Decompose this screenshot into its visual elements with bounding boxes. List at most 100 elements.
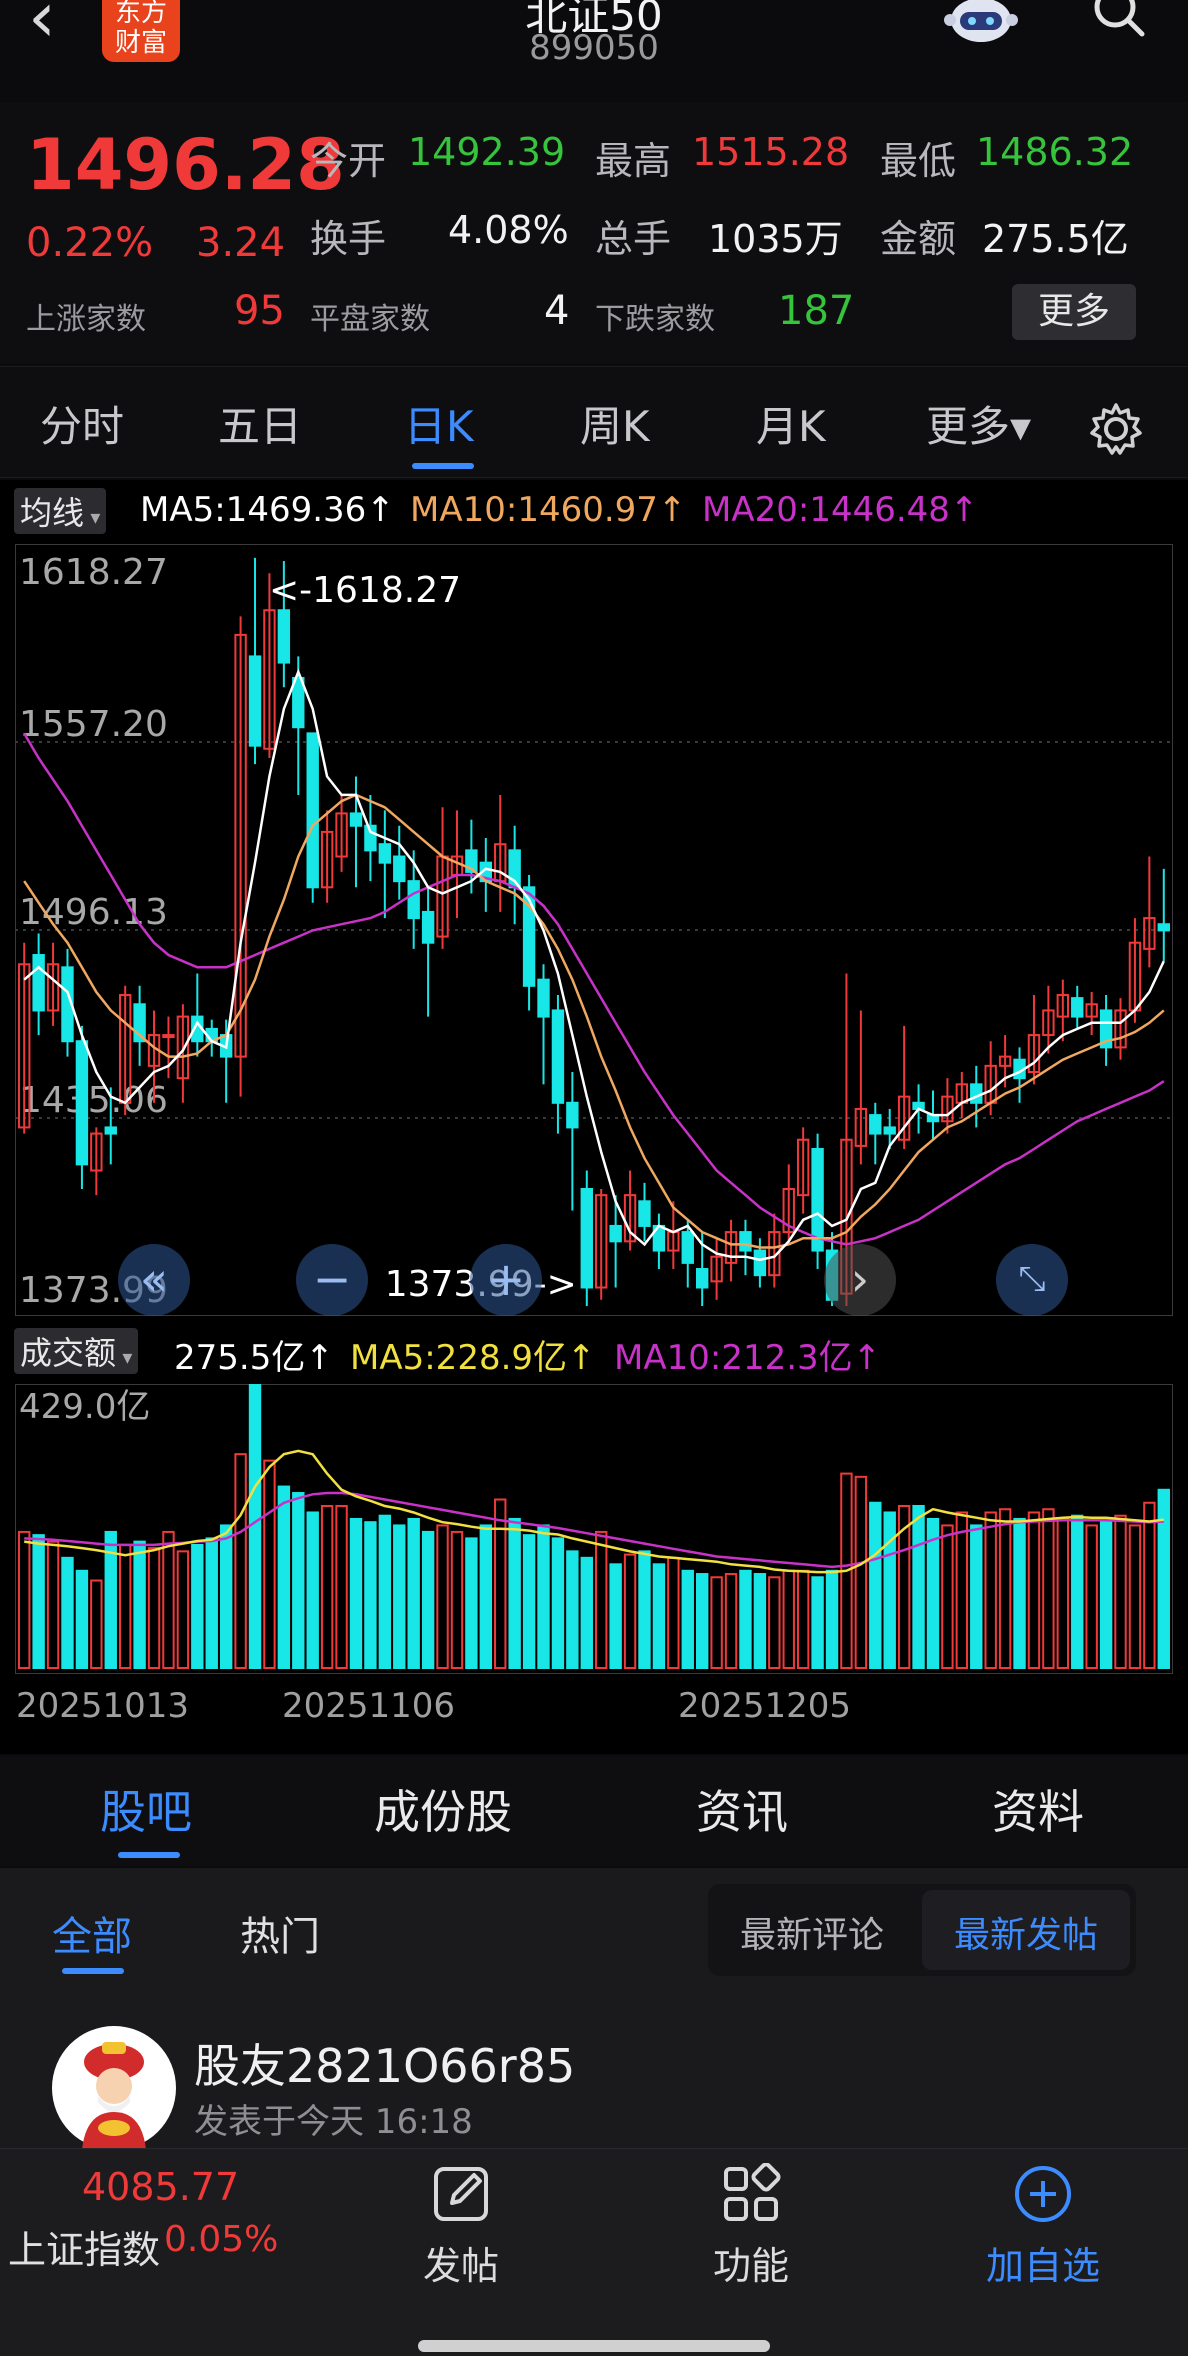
zoom-in-icon[interactable]: + — [470, 1244, 542, 1316]
candle-body — [75, 1040, 89, 1166]
volume-bar — [595, 1530, 608, 1669]
volume-ma10-line — [24, 1491, 1164, 1569]
index-name[interactable]: 上证指数 — [8, 2228, 161, 2272]
candle-body — [248, 655, 262, 747]
tab-weekly-k[interactable]: 周K — [580, 402, 650, 451]
volume-bar — [1027, 1511, 1041, 1669]
filter-hot[interactable]: 热门 — [240, 1914, 320, 1960]
compose-icon[interactable] — [430, 2163, 492, 2225]
candle-body — [1157, 923, 1170, 932]
volume-bar — [652, 1563, 666, 1669]
tab-intraday[interactable]: 分时 — [40, 402, 125, 451]
low-value: 1486.32 — [976, 130, 1134, 174]
volume-bar — [508, 1517, 521, 1669]
volume-bar — [191, 1543, 204, 1669]
price-axis-label: 1618.27 — [19, 552, 168, 593]
tab-monthly-k[interactable]: 月K — [756, 402, 826, 451]
gear-icon[interactable] — [1088, 401, 1144, 457]
max-price-annotation: <-1618.27 — [269, 570, 461, 611]
fortune-god-avatar-icon[interactable] — [52, 2026, 176, 2150]
volume-bar — [955, 1511, 969, 1669]
candle-body — [90, 1132, 103, 1172]
zoom-out-icon[interactable]: − — [296, 1244, 368, 1316]
volume-bar — [926, 1517, 940, 1669]
filter-indicator — [62, 1968, 124, 1974]
quote-panel: 1496.28 0.22% 3.24 今开 1492.39 最高 1515.28… — [0, 102, 1188, 364]
post-item[interactable]: 股友2821O66r85 发表于今天 16:18 — [0, 1990, 1188, 2150]
candle-body — [970, 1083, 983, 1104]
volume-bar — [782, 1569, 795, 1669]
search-icon[interactable] — [1090, 0, 1148, 40]
amount-label: 金额 — [880, 217, 957, 261]
candle-body — [263, 609, 276, 750]
add-circle-icon[interactable] — [1012, 2163, 1074, 2225]
volume-bar — [537, 1524, 550, 1669]
candle-body — [465, 849, 478, 873]
robot-assistant-icon[interactable] — [938, 0, 1024, 44]
candle-body — [46, 963, 60, 1012]
tab-more-periods[interactable]: 更多▾ — [926, 402, 1032, 451]
volume-bar — [1013, 1517, 1026, 1669]
candle-body — [1071, 997, 1084, 1018]
more-quote-button[interactable]: 更多 — [1012, 284, 1136, 340]
index-value[interactable]: 4085.77 — [82, 2165, 240, 2209]
volume-chart[interactable]: 429.0亿 — [15, 1384, 1173, 1674]
fullscreen-icon[interactable]: ⤡ — [996, 1244, 1068, 1316]
candle-body — [18, 963, 31, 1129]
volume-bar — [1056, 1517, 1070, 1669]
candle-body — [162, 1034, 175, 1039]
tab-constituents[interactable]: 成份股 — [374, 1785, 512, 1839]
tab-profile[interactable]: 资料 — [992, 1785, 1084, 1839]
sort-latest-post[interactable]: 最新发帖 — [954, 1915, 1099, 1956]
volume-bar — [133, 1540, 146, 1670]
post-username[interactable]: 股友2821O66r85 — [194, 2039, 576, 2093]
flat-count: 4 — [544, 288, 570, 334]
tab-guba[interactable]: 股吧 — [100, 1785, 192, 1839]
candle-body — [320, 830, 334, 889]
volume-bar — [1042, 1508, 1055, 1669]
next-icon[interactable]: › — [824, 1244, 896, 1316]
volume-bar — [739, 1569, 752, 1669]
ma-selector-label: 均线 — [20, 494, 85, 532]
turnover-label: 换手 — [310, 217, 387, 261]
low-label: 最低 — [880, 139, 957, 183]
volume-bar — [566, 1550, 579, 1669]
volume-bar — [580, 1556, 593, 1669]
chevron-left-icon[interactable]: ‹ — [28, 0, 56, 58]
candle-body — [32, 954, 45, 1012]
volume-bar — [147, 1547, 161, 1669]
volume-bar — [306, 1511, 319, 1669]
tab-five-day[interactable]: 五日 — [218, 402, 303, 451]
nav-post[interactable]: 发帖 — [422, 2244, 499, 2288]
volume-bar — [1143, 1501, 1156, 1669]
volume-bar — [753, 1573, 767, 1669]
volume-selector[interactable]: 成交额 ▾ — [14, 1328, 139, 1374]
nav-add-watchlist[interactable]: 加自选 — [985, 2244, 1100, 2288]
date-label: 20251106 — [282, 1686, 456, 1726]
sort-latest-comment[interactable]: 最新评论 — [740, 1915, 885, 1956]
volume-bar — [1085, 1524, 1098, 1669]
volume-bar — [522, 1534, 536, 1669]
candle-body — [306, 732, 319, 889]
nav-functions[interactable]: 功能 — [712, 2244, 789, 2288]
volume-bar — [1071, 1514, 1084, 1669]
volume-bar — [623, 1553, 637, 1670]
grid-icon[interactable] — [720, 2163, 782, 2225]
volume-bar — [811, 1576, 824, 1669]
candle-body — [378, 843, 392, 864]
tab-news[interactable]: 资讯 — [696, 1785, 788, 1839]
tab-daily-k[interactable]: 日K — [404, 402, 474, 451]
volume-axis-label: 429.0亿 — [19, 1387, 150, 1427]
filter-all[interactable]: 全部 — [52, 1914, 132, 1960]
ma5-legend: MA5:1469.36↑ — [140, 490, 395, 530]
prev-icon[interactable]: « — [118, 1244, 190, 1316]
bottom-nav: 4085.77 上证指数 0.05% 发帖 功能 加自选 — [0, 2148, 1188, 2356]
volume-bar — [75, 1569, 89, 1669]
ma-selector[interactable]: 均线 ▾ — [14, 488, 107, 534]
candle-body — [522, 886, 536, 987]
volume-bar — [551, 1537, 565, 1669]
volume-bar — [710, 1576, 723, 1669]
candlestick-chart[interactable]: 1618.271557.201496.131435.061373.99<-161… — [15, 544, 1173, 1316]
volume-bar — [162, 1530, 175, 1669]
sort-toggle: 最新评论 最新发帖 — [708, 1884, 1136, 1976]
